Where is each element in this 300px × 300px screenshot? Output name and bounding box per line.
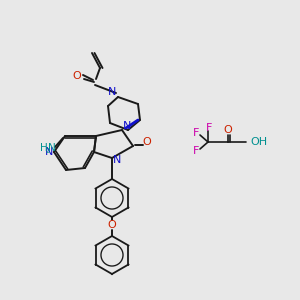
Text: N: N [45, 147, 53, 157]
Text: F: F [193, 128, 199, 138]
Text: 2: 2 [46, 148, 50, 154]
Text: OH: OH [250, 137, 267, 147]
Text: H: H [40, 143, 48, 153]
Text: O: O [108, 220, 116, 230]
Text: N: N [108, 87, 116, 97]
Text: N: N [48, 143, 56, 153]
Text: O: O [224, 125, 232, 135]
Text: O: O [73, 71, 81, 81]
Text: O: O [142, 137, 152, 147]
Text: F: F [206, 123, 212, 133]
Text: N: N [123, 121, 131, 131]
Text: F: F [193, 146, 199, 156]
Text: N: N [113, 155, 121, 165]
